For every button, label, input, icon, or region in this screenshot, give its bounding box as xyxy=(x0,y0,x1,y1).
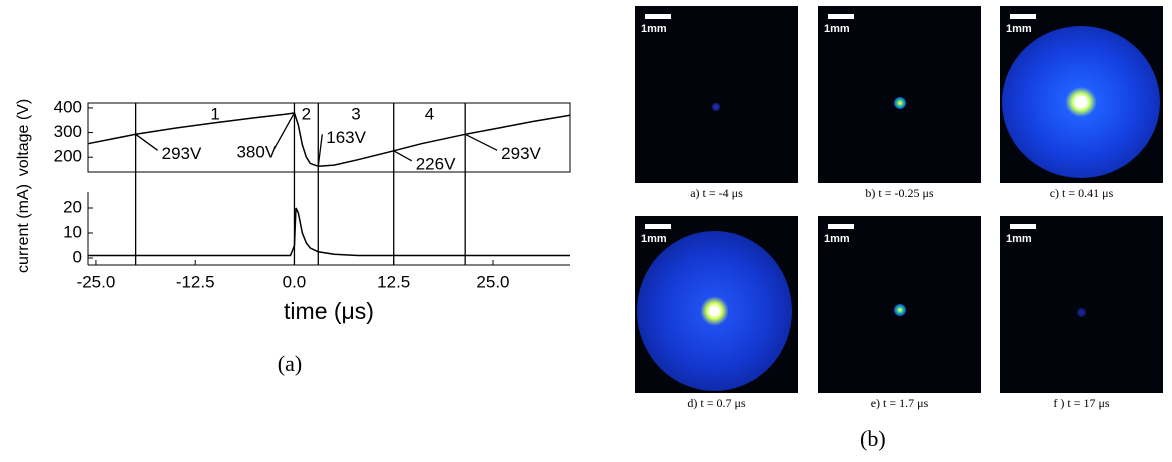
y-tick-label: 10 xyxy=(63,222,82,241)
scale-label: 1mm xyxy=(1006,23,1032,35)
image-caption: b) t = -0.25 μs xyxy=(865,186,934,200)
y-axis-label: voltage (V) xyxy=(15,99,32,176)
annotation-arrow xyxy=(273,112,296,150)
image: 1mm xyxy=(1000,216,1163,393)
x-tick-label: 0.0 xyxy=(283,272,307,291)
y-tick-label: 20 xyxy=(63,197,82,216)
panel-label: (b) xyxy=(860,426,886,451)
annotation: 163V xyxy=(326,128,366,147)
y-tick-label: 400 xyxy=(54,97,82,116)
region-label: 4 xyxy=(425,104,434,123)
y-tick-label: 200 xyxy=(54,147,82,166)
scale-label: 1mm xyxy=(1006,233,1032,245)
annotation-arrow xyxy=(317,134,323,167)
annotation: 226V xyxy=(416,154,456,173)
image: 1mm xyxy=(635,6,798,183)
data-line xyxy=(87,112,571,168)
annotation-arrow xyxy=(464,133,498,151)
scale-label: 1mm xyxy=(824,233,850,245)
scale-label: 1mm xyxy=(641,23,667,35)
annotation-arrow xyxy=(393,150,413,162)
data-line xyxy=(88,207,570,257)
region-label: 3 xyxy=(351,104,360,123)
y-tick-label: 0 xyxy=(73,247,82,266)
image: 1mm xyxy=(1000,6,1163,183)
region-label: 1 xyxy=(210,104,219,123)
x-tick-label: -12.5 xyxy=(176,272,215,291)
annotation-arrow xyxy=(135,133,159,151)
image: 1mm xyxy=(635,216,798,393)
scale-label: 1mm xyxy=(824,23,850,35)
scale-label: 1mm xyxy=(641,233,667,245)
image-caption: f ) t = 17 μs xyxy=(1053,396,1110,410)
x-tick-label: 12.5 xyxy=(377,272,410,291)
annotation: 293V xyxy=(501,144,541,163)
x-axis-label: time (μs) xyxy=(284,298,374,324)
image: 1mm xyxy=(818,6,981,183)
y-tick-label: 300 xyxy=(54,122,82,141)
annotation: 293V xyxy=(162,144,202,163)
image-caption: c) t = 0.41 μs xyxy=(1049,186,1114,200)
x-tick-label: -25.0 xyxy=(77,272,116,291)
image: 1mm xyxy=(818,216,981,393)
panel-label: (a) xyxy=(278,351,302,376)
image-caption: a) t = -4 μs xyxy=(690,186,743,200)
y-axis-label: current (mA) xyxy=(15,184,32,273)
region-label: 2 xyxy=(302,104,311,123)
plot-frame xyxy=(87,102,571,173)
image-caption: d) t = 0.7 μs xyxy=(687,396,746,410)
annotation: 380V xyxy=(236,142,276,161)
image-caption: e) t = 1.7 μs xyxy=(870,396,929,410)
x-tick-label: 25.0 xyxy=(476,272,509,291)
